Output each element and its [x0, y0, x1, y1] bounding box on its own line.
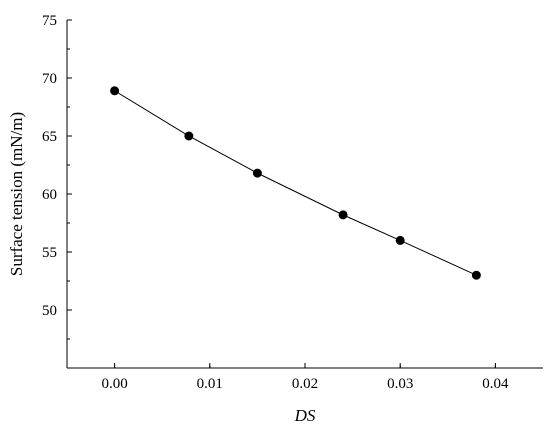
data-point [471, 270, 481, 280]
data-point [184, 131, 194, 141]
y-tick-label: 75 [42, 13, 57, 29]
x-tick-label: 0.04 [482, 376, 509, 392]
y-tick-label: 65 [42, 129, 57, 145]
data-point [110, 86, 120, 96]
x-tick-label: 0.02 [292, 376, 318, 392]
y-tick-label: 55 [42, 245, 57, 261]
y-tick-label: 70 [42, 71, 57, 87]
x-tick-label: 0.00 [101, 376, 127, 392]
y-tick-label: 50 [42, 303, 57, 319]
data-point [338, 210, 348, 220]
y-axis-title: Surface tension (mN/m) [7, 112, 26, 276]
x-axis-title: DS [294, 406, 316, 425]
series-line [114, 90, 477, 276]
y-tick-label: 60 [42, 187, 57, 203]
data-point [395, 235, 405, 245]
x-tick-label: 0.01 [197, 376, 223, 392]
x-tick-label: 0.03 [387, 376, 413, 392]
data-point [252, 168, 262, 178]
